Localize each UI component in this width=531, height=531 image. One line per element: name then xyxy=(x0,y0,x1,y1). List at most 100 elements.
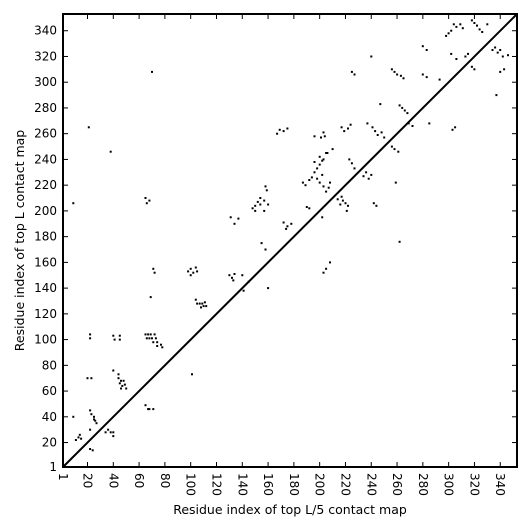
contact-point xyxy=(455,58,458,60)
contact-point xyxy=(237,217,240,220)
diagonal-line xyxy=(62,13,518,468)
y-tick-label: 340 xyxy=(34,24,57,38)
contact-point xyxy=(397,150,400,153)
contact-point xyxy=(118,334,121,337)
y-tick-label: 60 xyxy=(42,384,57,398)
contact-point xyxy=(322,158,325,161)
x-tick-label: 260 xyxy=(390,473,404,496)
contact-point xyxy=(156,341,159,344)
contact-point xyxy=(390,145,393,148)
contact-point xyxy=(94,419,97,422)
contact-point xyxy=(325,267,328,270)
contact-point xyxy=(290,222,293,225)
contact-point xyxy=(233,222,236,225)
contact-point xyxy=(313,171,316,174)
y-axis-label: Residue index of top L contact map xyxy=(12,130,27,351)
contact-point xyxy=(148,408,151,411)
contact-point xyxy=(72,415,75,418)
contact-point xyxy=(365,171,368,174)
contact-point xyxy=(353,167,356,170)
contact-point xyxy=(90,413,93,416)
contact-point xyxy=(374,130,377,133)
y-tick-label: 1 xyxy=(49,460,57,474)
x-tick-label: 180 xyxy=(287,473,301,496)
contact-point xyxy=(380,131,383,134)
contact-point xyxy=(339,203,342,206)
contact-point xyxy=(251,207,254,210)
contact-point xyxy=(196,270,199,273)
contact-point xyxy=(267,203,270,206)
contact-point xyxy=(464,55,467,58)
contact-point xyxy=(470,19,473,22)
contact-point xyxy=(276,132,279,135)
contact-point xyxy=(254,204,257,207)
contact-point xyxy=(104,431,107,434)
y-tick-label: 80 xyxy=(42,358,57,372)
x-tick-label: 160 xyxy=(261,473,275,496)
contact-point xyxy=(147,333,150,336)
contact-point xyxy=(320,136,322,139)
contact-point xyxy=(403,109,406,112)
contact-point xyxy=(91,449,94,452)
y-tick-label: 240 xyxy=(34,152,57,166)
contact-point xyxy=(406,112,409,115)
contact-point xyxy=(353,73,356,76)
contact-point xyxy=(499,70,502,73)
contact-point xyxy=(398,104,401,107)
contact-point xyxy=(189,274,192,277)
contact-point xyxy=(325,152,328,154)
contact-point xyxy=(89,409,92,412)
x-tick-label: 140 xyxy=(235,473,249,496)
contact-point xyxy=(189,267,192,270)
contact-point xyxy=(123,383,126,386)
contact-point xyxy=(286,225,289,228)
contact-point xyxy=(318,163,321,166)
y-tick-label: 280 xyxy=(34,101,57,115)
contact-point xyxy=(263,199,266,202)
contact-point xyxy=(233,273,236,275)
contact-point xyxy=(470,65,473,68)
contact-point xyxy=(343,130,346,133)
contact-point xyxy=(350,70,353,73)
contact-point xyxy=(161,346,164,349)
contact-point xyxy=(313,135,316,138)
contact-point xyxy=(259,197,262,199)
contact-point xyxy=(151,337,153,340)
contact-point xyxy=(370,55,373,58)
contact-point xyxy=(362,175,365,178)
y-tick-label: 320 xyxy=(34,49,57,63)
contact-point xyxy=(89,333,92,336)
y-axis: 1204060801001201401601802002202402602803… xyxy=(34,24,517,474)
contact-point xyxy=(192,271,195,274)
y-tick-label: 100 xyxy=(34,333,57,347)
x-tick-label: 1 xyxy=(56,473,70,481)
contact-point xyxy=(80,437,83,440)
contact-point xyxy=(452,23,455,26)
contact-point xyxy=(316,177,319,180)
contact-point xyxy=(438,78,441,81)
contact-point xyxy=(467,52,469,55)
contact-point xyxy=(393,70,396,73)
contact-point xyxy=(495,94,498,97)
contact-point xyxy=(329,181,331,184)
contact-point xyxy=(242,289,245,292)
contact-point xyxy=(241,274,244,277)
contact-point xyxy=(402,77,405,80)
contact-point xyxy=(425,49,428,51)
x-tick-label: 100 xyxy=(184,473,198,496)
contact-point xyxy=(445,34,448,37)
contact-point xyxy=(112,334,115,337)
contact-point xyxy=(496,51,499,54)
contact-point xyxy=(278,128,281,131)
contact-point xyxy=(396,73,399,76)
contact-point xyxy=(78,433,81,436)
x-tick-label: 340 xyxy=(493,473,507,496)
contact-point xyxy=(301,181,304,184)
contact-point xyxy=(201,302,204,305)
contact-point xyxy=(264,185,267,188)
contact-point xyxy=(411,125,414,127)
contact-point xyxy=(160,343,162,346)
y-tick-label: 140 xyxy=(34,281,57,295)
contact-point xyxy=(491,49,494,51)
contact-point xyxy=(231,276,233,279)
